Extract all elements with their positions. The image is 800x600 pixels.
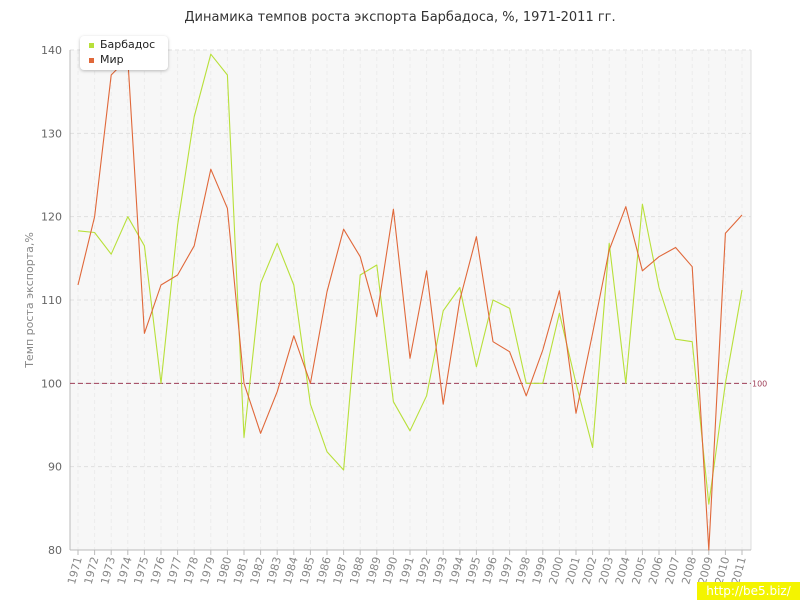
legend-item-barbados[interactable]: Барбадос xyxy=(89,38,155,52)
reference-line: 100 xyxy=(70,379,767,388)
legend-swatch-barbados xyxy=(89,42,94,48)
legend: Барбадос Мир xyxy=(80,36,168,70)
y-tick-label: 120 xyxy=(41,211,62,224)
plot-background xyxy=(70,50,751,550)
x-tick-labels: 1971197219731974197519761977197819791980… xyxy=(65,555,749,585)
watermark-link[interactable]: http://be5.biz/ xyxy=(697,582,800,600)
legend-item-world[interactable]: Мир xyxy=(89,53,124,67)
vertical-gridlines xyxy=(77,50,743,555)
y-tick-label: 110 xyxy=(41,294,62,307)
y-tick-label: 100 xyxy=(41,377,62,390)
reference-line-label: 100 xyxy=(752,379,767,388)
y-axis-label: Темп роста экспорта,% xyxy=(23,232,36,369)
legend-label-barbados: Барбадос xyxy=(100,38,156,51)
y-tick-label: 80 xyxy=(48,544,62,557)
chart-title: Динамика темпов роста экспорта Барбадоса… xyxy=(184,10,616,25)
legend-label-world: Мир xyxy=(100,53,124,66)
series-lines xyxy=(77,53,743,551)
y-tick-labels: 80 90 100 110 120 130 140 xyxy=(41,44,62,557)
y-tick-label: 130 xyxy=(41,127,62,140)
series-line-barbados xyxy=(77,53,743,505)
y-tick-label: 90 xyxy=(48,461,62,474)
legend-swatch-world xyxy=(89,57,94,63)
y-tick-label: 140 xyxy=(41,44,62,57)
axes xyxy=(69,50,752,551)
series-line-world xyxy=(77,57,743,551)
